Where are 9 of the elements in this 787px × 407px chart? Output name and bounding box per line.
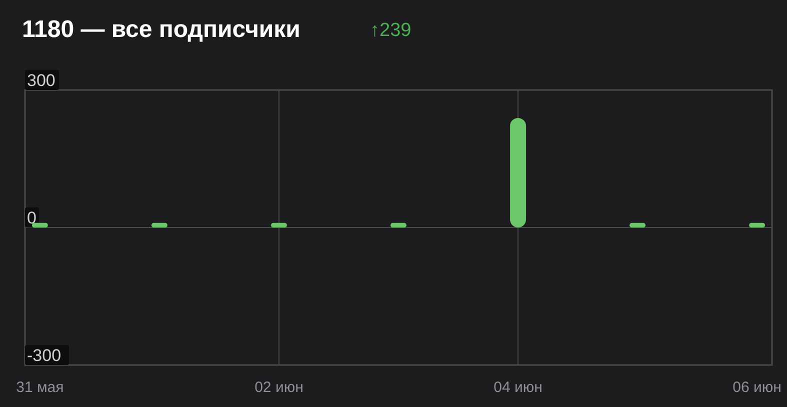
x-tick-label: 31 мая bbox=[16, 379, 64, 396]
chart-title: 1180 — все подписчики bbox=[22, 16, 300, 43]
y-tick-label: 0 bbox=[27, 208, 36, 228]
text: ↑239 bbox=[370, 20, 412, 41]
x-tick-label: 06 июн bbox=[732, 379, 782, 396]
y-tick-label: 300 bbox=[27, 71, 56, 90]
x-tick-label: 04 июн bbox=[494, 379, 542, 396]
y-tick-label: -300 bbox=[27, 346, 62, 365]
x-tick-label: 02 июн bbox=[254, 379, 304, 396]
